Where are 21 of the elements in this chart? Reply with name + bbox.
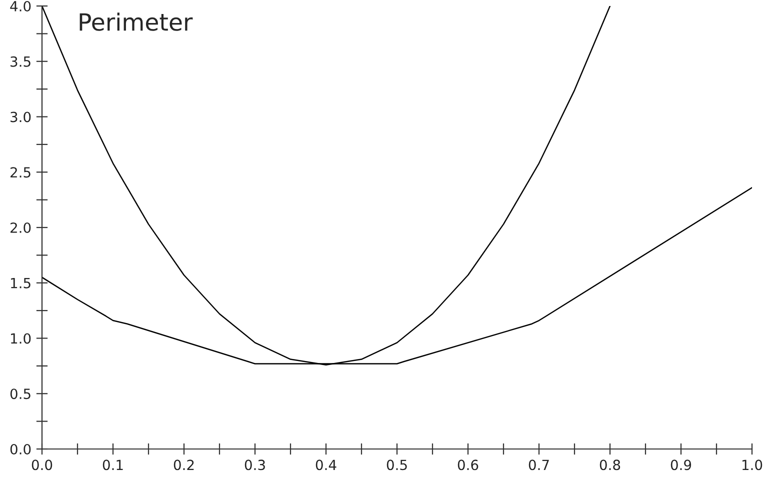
- chart-title: Perimeter: [80, 12, 193, 31]
- y-tick-label: 0.5: [10, 388, 30, 400]
- y-tick-label: 0.0: [10, 444, 31, 454]
- x-tick-label: 0.3: [244, 460, 265, 470]
- y-tick-label: 2.5: [10, 167, 30, 178]
- x-tick-label: 0.7: [528, 460, 549, 470]
- x-tick-label: 0.2: [174, 460, 194, 470]
- y-tick-label: 1.0: [11, 333, 31, 344]
- x-tick-label: 0.9: [670, 460, 692, 470]
- y-tick-label: 2.0: [10, 222, 31, 233]
- x-tick-label: 0.8: [600, 460, 620, 470]
- y-tick-label: 3.5: [10, 56, 30, 67]
- x-tick-label: 1.0: [742, 460, 762, 470]
- x-tick-label: 0.6: [458, 460, 478, 470]
- y-tick-label: 4.0: [10, 0, 31, 12]
- y-tick-label: 1.5: [11, 278, 30, 288]
- x-tick-label: 0.4: [316, 460, 336, 470]
- x-tick-label: 0.0: [32, 460, 52, 470]
- y-tick-label: 3.0: [10, 112, 31, 122]
- x-tick-label: 0.5: [386, 460, 407, 470]
- x-tick-label: 0.1: [102, 460, 123, 470]
